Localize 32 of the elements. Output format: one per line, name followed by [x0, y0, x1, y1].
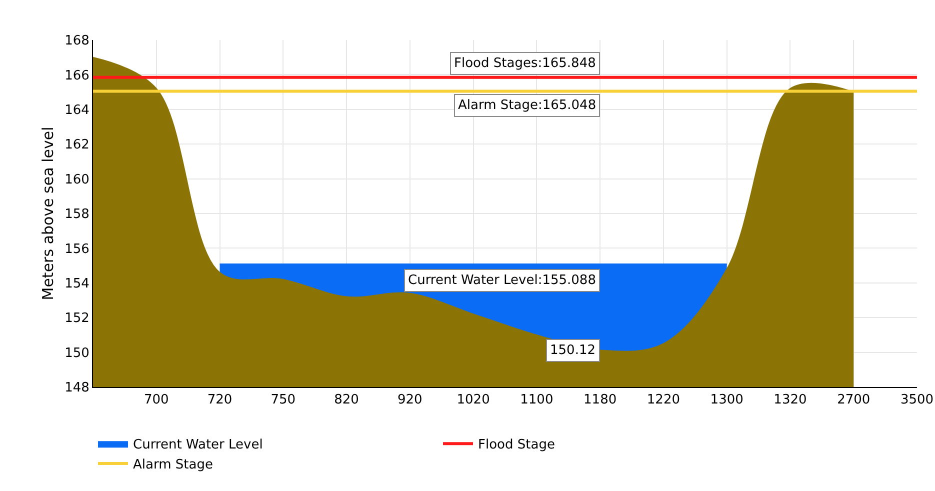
x-tick-label: 1220: [646, 392, 680, 408]
y-tick-label: 152: [64, 311, 90, 326]
x-tick-label: 1320: [774, 392, 807, 408]
x-tick-label: 820: [334, 392, 359, 408]
y-tick-label: 156: [64, 242, 90, 257]
y-tick-label: 158: [64, 207, 90, 222]
y-tick-label: 164: [64, 102, 90, 118]
annotation: Current Water Level:155.088: [408, 273, 596, 288]
x-tick-label: 1020: [456, 392, 490, 408]
annotation: 150.12: [550, 343, 596, 358]
x-tick-label: 1100: [520, 392, 554, 408]
x-tick-label: 720: [207, 392, 232, 408]
x-tick-label: 920: [398, 392, 422, 408]
x-tick-label: 750: [270, 392, 296, 408]
x-tick-label: 3500: [900, 392, 934, 408]
y-tick-label: 154: [64, 276, 90, 292]
y-tick-label: 150: [64, 346, 90, 361]
x-tick-label: 2700: [837, 392, 870, 408]
annotation: Alarm Stage:165.048: [458, 98, 596, 113]
x-tick-label: 1180: [584, 392, 617, 408]
legend-label: Flood Stage: [478, 438, 555, 453]
x-tick-label: 700: [144, 392, 169, 408]
annotation: Flood Stages:165.848: [454, 56, 596, 71]
y-axis-title: Meters above sea level: [39, 126, 57, 300]
x-tick-label: 1300: [710, 392, 744, 408]
y-tick-label: 162: [64, 138, 90, 153]
y-tick-label: 160: [64, 172, 90, 188]
legend-label: Current Water Level: [133, 438, 263, 453]
y-tick-label: 168: [64, 34, 90, 49]
legend-label: Alarm Stage: [133, 458, 213, 473]
y-tick-label: 166: [64, 68, 90, 84]
y-tick-label: 148: [64, 380, 90, 396]
